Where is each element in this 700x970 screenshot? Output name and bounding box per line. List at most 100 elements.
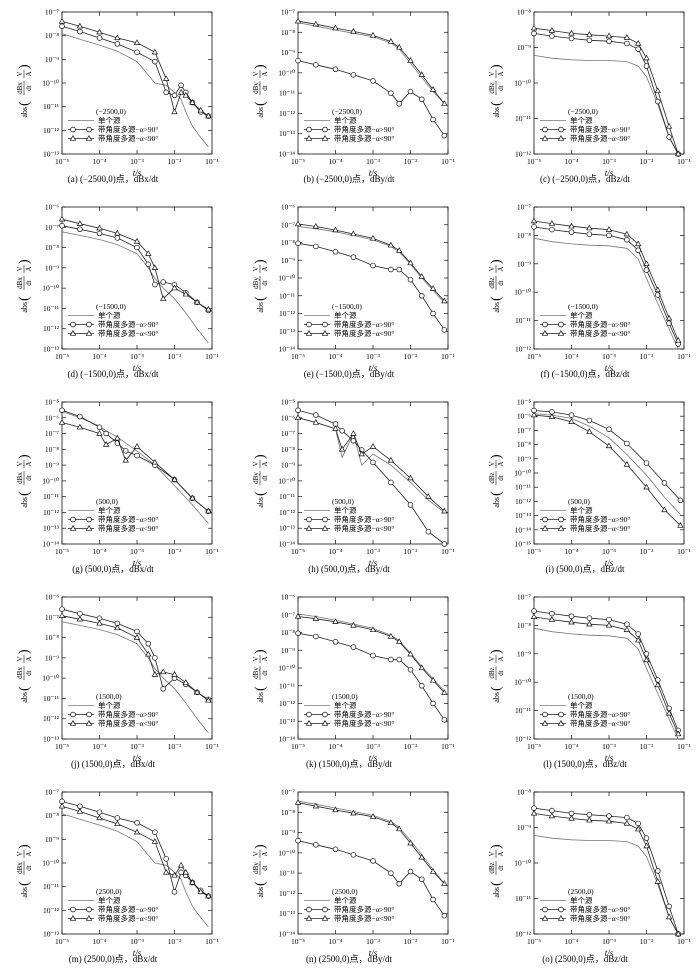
series-line-gt — [297, 242, 445, 331]
x-tick-label: 10⁻⁵ — [291, 547, 305, 556]
legend-marker-gt — [322, 321, 328, 328]
data-point-lt — [189, 878, 196, 885]
chart-panel-n: 10⁻⁵ 10⁻⁴ 10⁻³ 10⁻² 10⁻¹ 10⁻¹⁴ 10⁻¹³ 10⁻¹² 10⁻¹¹… — [236, 780, 462, 970]
data-point-gt — [171, 92, 178, 99]
legend-marker-lt — [557, 719, 565, 726]
data-point-lt — [441, 507, 448, 514]
x-tick-label: 10⁻⁴ — [92, 547, 106, 556]
y-axis-denominator: dt — [25, 85, 33, 91]
legend-marker-gt — [306, 321, 312, 328]
data-point-lt — [114, 624, 121, 631]
chart-panel-o: 10⁻⁵ 10⁻⁴ 10⁻³ 10⁻² 10⁻¹ 10⁻¹² 10⁻¹¹ 10⁻¹⁰ 10⁻⁹ 1… — [472, 780, 698, 970]
y-axis-unit-den: A — [497, 656, 505, 661]
x-tick-label: 10⁻⁴ — [564, 352, 578, 361]
x-tick-label: 10⁻² — [168, 547, 182, 556]
y-axis-paren-right: ) — [253, 649, 268, 654]
data-point-gt — [568, 35, 575, 42]
data-point-lt — [205, 696, 212, 703]
data-point-lt — [441, 689, 448, 695]
data-point-lt — [548, 220, 556, 226]
y-axis-unit-den: A — [25, 851, 33, 856]
data-point-lt — [396, 247, 403, 253]
legend-label-gt: 带角度多源−α>90° — [570, 709, 630, 719]
x-tick-label: 10⁻¹ — [441, 157, 455, 166]
data-point-lt — [177, 88, 185, 95]
legend-marker-gt — [86, 516, 92, 523]
data-point-lt — [623, 460, 631, 467]
y-tick-label: 10⁻¹² — [279, 889, 296, 898]
chart-panel-j: 10⁻⁵ 10⁻⁴ 10⁻³ 10⁻² 10⁻¹ 10⁻¹³ 10⁻¹² 10⁻¹¹ 10⁻¹⁰… — [0, 585, 226, 775]
legend-label-lt: 带角度多源−α<90° — [334, 718, 394, 728]
data-point-lt — [548, 812, 556, 819]
y-axis-abs: abs — [256, 107, 265, 118]
y-axis-numerator: dBy — [252, 862, 260, 874]
legend-marker-lt — [321, 524, 329, 531]
data-point-lt — [605, 32, 613, 39]
x-tick-label: 10⁻⁵ — [527, 352, 541, 361]
data-point-gt — [396, 880, 402, 887]
legend-label-lt: 带角度多源−α<90° — [98, 523, 158, 533]
panel-caption: (k) (1500,0)点，dBy/dt — [306, 759, 392, 769]
data-point-lt — [145, 250, 152, 256]
x-tick-label: 10⁻² — [404, 157, 418, 166]
data-point-gt — [134, 452, 140, 459]
data-point-gt — [549, 33, 555, 39]
x-axis-label: t/s — [369, 753, 378, 763]
legend-marker-gt — [322, 711, 328, 718]
chart-svg-l: 10⁻⁵ 10⁻⁴ 10⁻³ 10⁻² 10⁻¹ 10⁻¹² 10⁻¹¹ 10⁻¹⁰ 10⁻⁹ 1… — [488, 593, 691, 764]
x-tick-label: 10⁻³ — [602, 742, 616, 751]
y-tick-label: 10⁻¹³ — [515, 511, 532, 520]
x-axis-label: t/s — [133, 168, 142, 178]
x-tick-label: 10⁻⁴ — [92, 937, 106, 946]
data-point-lt — [568, 618, 575, 625]
y-tick-label: 10⁻¹⁴ — [279, 150, 296, 159]
y-axis-unit-den: A — [261, 656, 269, 661]
data-point-lt — [96, 619, 103, 626]
location-label: (1500,0) — [96, 692, 122, 701]
data-point-gt — [441, 541, 448, 547]
x-tick-label: 10⁻² — [404, 742, 418, 751]
location-label: (−2500,0) — [96, 107, 126, 116]
y-tick-label: 10⁻¹² — [515, 497, 532, 506]
y-axis-paren-right: ) — [253, 259, 268, 264]
data-point-lt — [530, 613, 538, 620]
x-tick-label: 10⁻⁵ — [55, 547, 69, 556]
data-point-lt — [182, 91, 189, 98]
chart-svg-h: 10⁻⁵ 10⁻⁴ 10⁻³ 10⁻² 10⁻¹ 10⁻¹⁴ 10⁻¹³ 10⁻¹² 10⁻¹¹… — [252, 398, 455, 569]
data-point-gt — [77, 226, 83, 233]
series-line-single — [61, 813, 209, 928]
y-axis-paren-right: ) — [17, 649, 32, 654]
data-point-gt — [313, 633, 319, 640]
series-line-gt — [61, 409, 209, 512]
y-tick-label: 10⁻⁸ — [45, 633, 59, 642]
y-axis-abs: abs — [492, 107, 501, 118]
legend-label-single: 单个源 — [570, 505, 593, 515]
legend-marker-gt — [322, 906, 328, 913]
data-point-lt — [76, 615, 84, 622]
legend-label-single: 单个源 — [334, 700, 357, 710]
chart-svg-a: 10⁻⁵ 10⁻⁴ 10⁻³ 10⁻² 10⁻¹ 10⁻¹³ 10⁻¹² 10⁻¹¹ 10⁻¹⁰… — [16, 8, 219, 179]
data-point-gt — [624, 40, 630, 47]
data-point-gt — [407, 276, 414, 283]
y-tick-label: 10⁻¹⁰ — [514, 79, 531, 88]
y-axis-denominator: dt — [497, 85, 505, 91]
y-tick-label: 10⁻⁹ — [281, 256, 295, 265]
legend-marker-gt — [542, 126, 548, 133]
series-line-lt — [297, 20, 445, 104]
y-axis-paren-left: ( — [253, 491, 268, 496]
y-tick-label: 10⁻⁸ — [281, 808, 295, 817]
legend-label-lt: 带角度多源−α<90° — [98, 913, 158, 923]
legend-label-single: 单个源 — [334, 115, 357, 125]
legend-marker-lt — [541, 134, 549, 141]
legend-marker-lt — [305, 914, 313, 921]
data-point-gt — [388, 656, 394, 663]
legend-marker-lt — [557, 524, 565, 531]
series-line-single — [533, 55, 679, 155]
y-axis-denominator: dt — [261, 475, 269, 481]
legend-marker-gt — [542, 321, 548, 328]
legend-marker-gt — [322, 516, 328, 523]
data-point-lt — [205, 112, 212, 119]
y-axis-abs: abs — [256, 692, 265, 703]
data-point-gt — [655, 98, 661, 105]
chart-svg-n: 10⁻⁵ 10⁻⁴ 10⁻³ 10⁻² 10⁻¹ 10⁻¹⁴ 10⁻¹³ 10⁻¹² 10⁻¹¹… — [252, 788, 455, 959]
